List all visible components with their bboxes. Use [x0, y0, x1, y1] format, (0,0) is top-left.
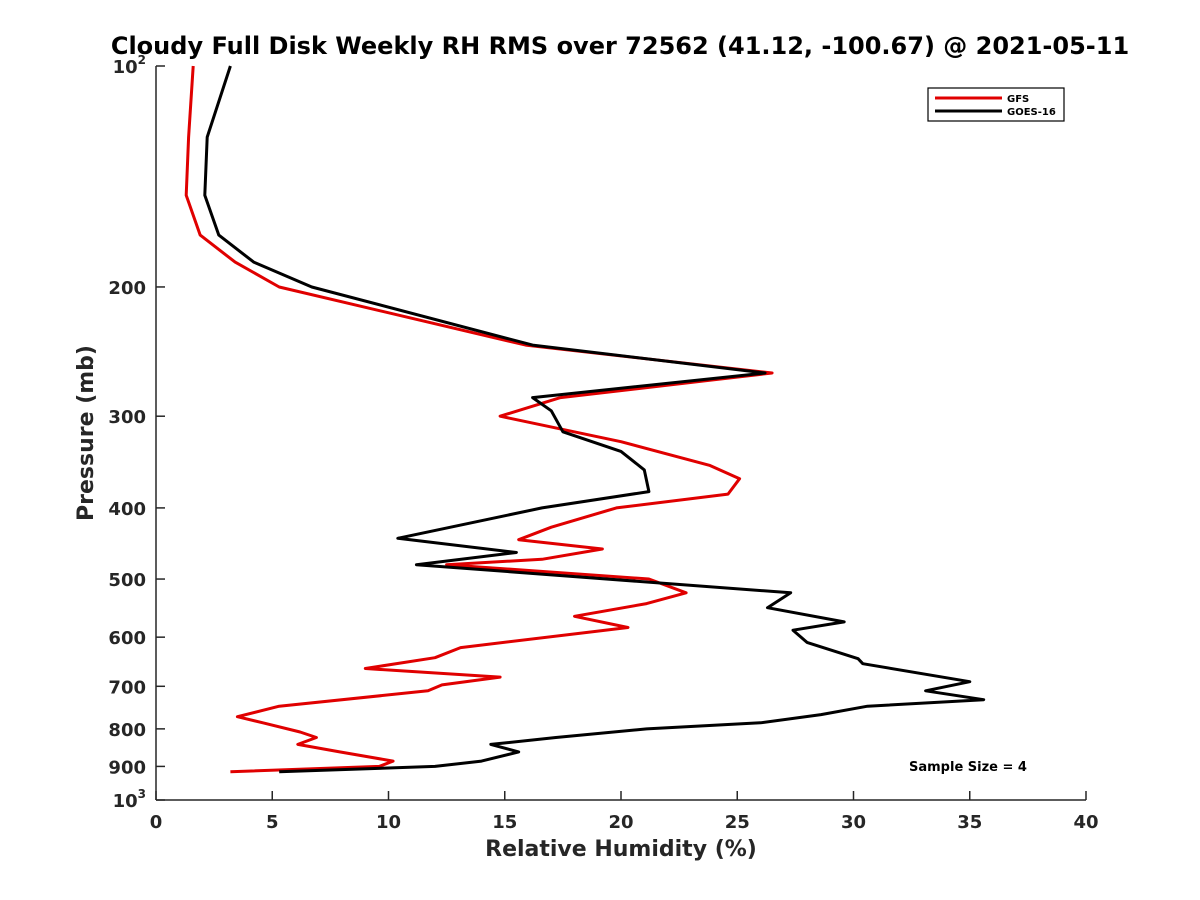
y-tick-exponent: 3	[138, 787, 146, 801]
chart-title: Cloudy Full Disk Weekly RH RMS over 7256…	[111, 32, 1129, 60]
plot-area	[155, 66, 1086, 801]
y-axis-label: Pressure (mb)	[74, 345, 99, 521]
y-tick-label: 102	[113, 53, 146, 78]
series-line-gfs	[184, 65, 774, 774]
y-tick-label: 400	[108, 499, 146, 520]
y-tick-base: 200	[108, 278, 146, 299]
y-tick-exponent: 2	[138, 53, 146, 67]
x-tick-label: 25	[725, 812, 750, 833]
x-tick-label: 20	[608, 812, 633, 833]
y-tick-label: 600	[108, 628, 146, 649]
y-tick-base: 500	[108, 570, 146, 591]
y-tick-label: 800	[108, 720, 146, 741]
y-tick-base: 800	[108, 720, 146, 741]
y-tick-label: 103	[113, 787, 146, 812]
y-tick-label: 300	[108, 407, 146, 428]
y-tick-base: 700	[108, 677, 146, 698]
y-tick-label: 500	[108, 570, 146, 591]
x-tick-label: 10	[376, 812, 401, 833]
series-line-goes-16	[203, 65, 986, 774]
x-axis-label: Relative Humidity (%)	[485, 837, 757, 862]
series-layer	[184, 65, 986, 774]
y-tick-label: 700	[108, 677, 146, 698]
legend-label-gfs: GFS	[1007, 94, 1029, 105]
x-tick-label: 35	[957, 812, 982, 833]
x-tick-label: 15	[492, 812, 517, 833]
x-axis-ticks: 0 5 10 15 20 25 30 35 40	[150, 791, 1099, 833]
y-tick-label: 200	[108, 278, 146, 299]
y-tick-label: 900	[108, 757, 146, 778]
legend-label-goes-16: GOES-16	[1007, 107, 1056, 118]
x-tick-label: 30	[841, 812, 866, 833]
y-tick-base: 900	[108, 757, 146, 778]
x-tick-label: 40	[1073, 812, 1098, 833]
y-tick-base: 10	[113, 791, 138, 812]
legend-box	[927, 87, 1065, 122]
y-tick-base: 400	[108, 499, 146, 520]
x-tick-label: 5	[266, 812, 279, 833]
sample-size-annotation: Sample Size = 4	[909, 760, 1027, 775]
y-tick-base: 600	[108, 628, 146, 649]
y-tick-base: 300	[108, 407, 146, 428]
y-tick-base: 10	[113, 57, 138, 78]
x-tick-label: 0	[150, 812, 163, 833]
legend: GFS GOES-16	[927, 87, 1065, 122]
